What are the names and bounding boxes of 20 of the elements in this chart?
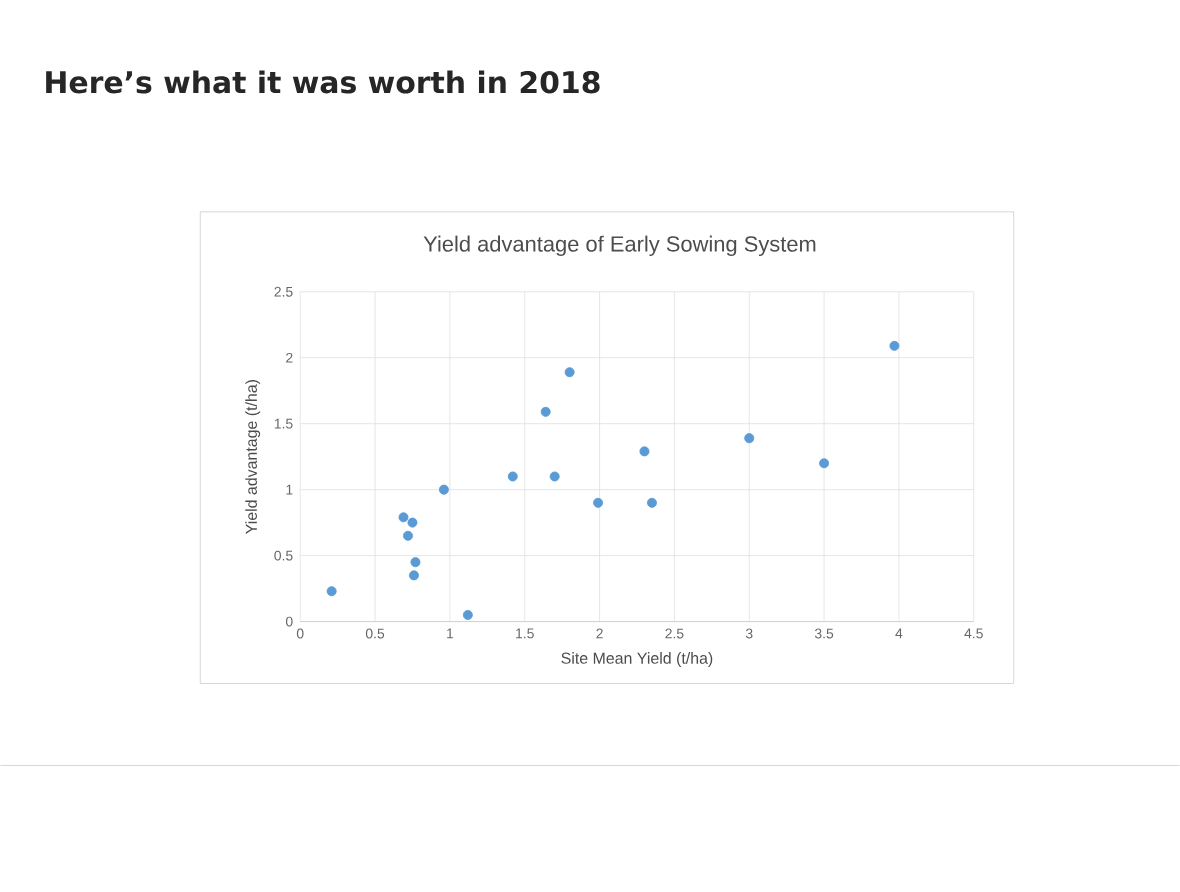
- point: [507, 471, 518, 482]
- point: [462, 610, 473, 621]
- point: [646, 498, 657, 509]
- point: [549, 471, 560, 482]
- point: [326, 586, 337, 597]
- point: [744, 433, 755, 444]
- point: [889, 341, 900, 352]
- point: [639, 446, 650, 457]
- point: [438, 484, 449, 495]
- point: [407, 517, 418, 528]
- point: [398, 512, 409, 523]
- point: [402, 531, 413, 542]
- chart-subtitle: Yield advantage of Early Sowing System: [423, 235, 816, 257]
- chart-title: Here’s what it was worth in 2018: [46, 70, 600, 94]
- point: [593, 498, 604, 509]
- point: [564, 367, 575, 378]
- point: [410, 557, 421, 568]
- point: [408, 570, 419, 581]
- point: [819, 458, 830, 469]
- point: [540, 407, 551, 418]
